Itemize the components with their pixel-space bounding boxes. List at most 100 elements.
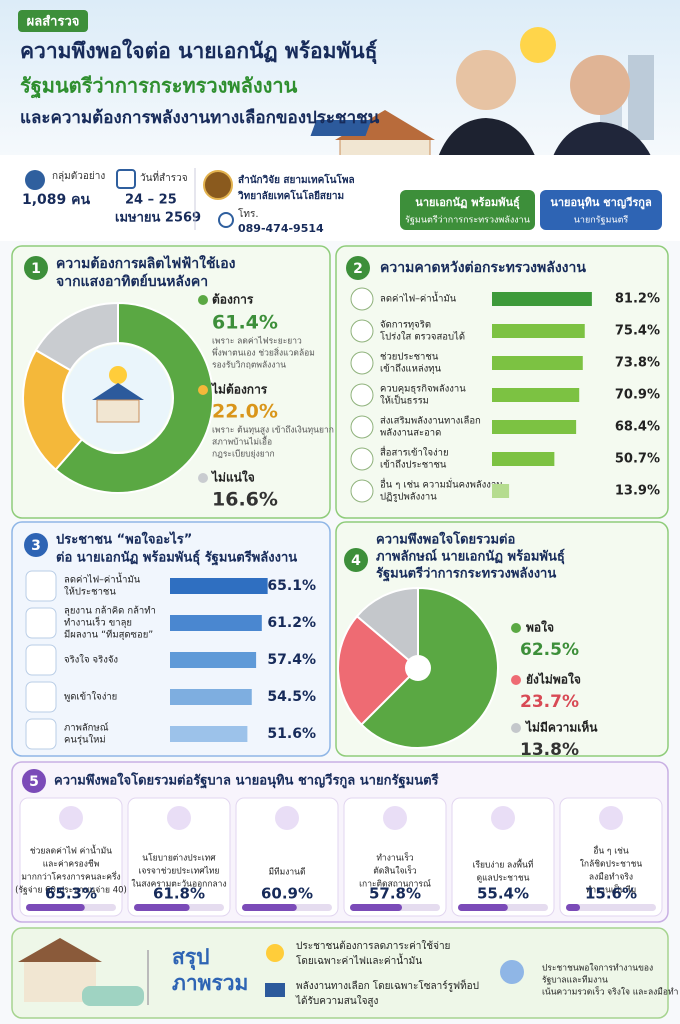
item-icon: [350, 383, 374, 407]
legend-label: ไม่มีความเห็น: [524, 720, 598, 735]
item-label: เกาะติดสถานการณ์: [359, 879, 431, 890]
person-role: นายกรัฐมนตรี: [574, 215, 629, 226]
item-label: และค่าครองชีพ: [43, 859, 100, 870]
section-title: ความต้องการผลิตไฟฟ้าใช้เอง: [56, 254, 236, 272]
section-title: ภาพลักษณ์ นายเอกนัฏ พร้อมพันธุ์: [376, 549, 565, 565]
sun: [520, 27, 556, 63]
bar: [242, 904, 297, 911]
value-label: 75.4%: [615, 324, 660, 339]
item-icon: [25, 607, 57, 639]
bar: [492, 484, 510, 498]
value-label: 65.3%: [45, 885, 97, 903]
logo: [203, 170, 233, 200]
name-box: [400, 190, 535, 230]
item-icon: [350, 415, 374, 439]
pie-slice: [34, 301, 119, 372]
legend-dot: [511, 675, 521, 685]
value-label: 54.5%: [267, 689, 316, 705]
item-icon: [350, 447, 374, 471]
note: กฎระเบียบยุ่งยาก: [212, 449, 275, 460]
item-label: ให้ประชาชน: [64, 586, 116, 598]
badge-text: ผลสำรวจ: [27, 14, 80, 30]
phone-icon: [218, 212, 234, 228]
section-title: ความพึงพอใจโดยรวมต่อรัฐบาล นายอนุทิน ชาญ…: [54, 772, 439, 790]
card: [335, 245, 669, 519]
roof: [18, 938, 102, 962]
item-label: พลังงานสะอาด: [380, 428, 441, 439]
summary-title: ภาพรวม: [172, 971, 248, 995]
item-label: ตัดสินใจเร็ว: [373, 865, 417, 877]
phone-label: โทร.: [238, 207, 259, 220]
value-label: 73.8%: [615, 356, 660, 371]
item-label: เรียบง่าย ลงพื้นที่: [473, 859, 534, 871]
info-value: 24 – 25: [125, 193, 177, 208]
item-label: จริงใจ จริงจัง: [64, 654, 118, 666]
value-label: 60.9%: [261, 885, 313, 903]
legend-label: พอใจ: [526, 620, 554, 635]
pie-slice: [337, 614, 420, 726]
section-number: 3: [31, 538, 41, 554]
item-label: ให้เป็นธรรม: [380, 394, 429, 407]
item-label: มากกว่าโครงการคนละครึ่ง: [21, 871, 120, 883]
value-label: 68.4%: [615, 420, 660, 435]
section-title: รัฐมนตรีว่าการกระทรวงพลังงาน: [376, 566, 556, 583]
bar: [492, 420, 577, 434]
legend-dot: [198, 295, 208, 305]
item-label: ทำงานเป็นทีม: [586, 884, 636, 896]
section-number-badge: [346, 256, 370, 280]
item-label: ช่วยประชาชน: [380, 352, 439, 363]
legend-dot: [198, 473, 208, 483]
value-label: 22.0%: [212, 401, 278, 423]
item-label: สื่อสารเข้าใจง่าย: [380, 446, 449, 459]
item-label: ช่วยลดค่าไฟ ค่าน้ำมัน: [30, 845, 112, 857]
bar: [170, 652, 257, 668]
value-label: 57.4%: [267, 652, 316, 668]
person-photo: [570, 55, 630, 115]
section-number: 1: [31, 261, 41, 277]
house: [96, 399, 140, 423]
bar-track: [566, 904, 656, 911]
pie-slice: [54, 301, 214, 494]
title: ความพึงพอใจต่อ นายเอกนัฏ พร้อมพันธุ์: [20, 38, 377, 65]
item-icon: [491, 806, 515, 830]
column-card: [451, 797, 555, 917]
person-name: นายอนุทิน ชาญวีรกูล: [550, 196, 652, 210]
org-name: วิทยาลัยเทคโนโลยีสยาม: [238, 189, 344, 202]
item-label: ส่งเสริมพลังงานทางเลือก: [380, 416, 481, 427]
item-icon: [59, 806, 83, 830]
item-label: มีผลงาน “ทีมสุดซอย”: [64, 629, 153, 641]
note: รองรับวิกฤตพลังงาน: [212, 361, 286, 371]
badge: [18, 10, 88, 32]
value-label: 65.1%: [267, 578, 316, 594]
column-card: [343, 797, 447, 917]
bar: [492, 324, 585, 338]
value-label: 61.8%: [153, 885, 205, 903]
name-box: [540, 190, 662, 230]
item-icon: [350, 287, 374, 311]
icon: [500, 960, 524, 984]
building: [628, 55, 654, 140]
column-card: [127, 797, 231, 917]
bar: [350, 904, 403, 911]
item-label: คนรุ่นใหม่: [64, 734, 106, 746]
info-label: วันที่สำรวจ: [140, 170, 188, 184]
person-photo: [456, 50, 516, 110]
value-label: 61.4%: [212, 312, 278, 334]
item-icon: [25, 681, 57, 713]
column-card: [19, 797, 123, 917]
section-number: 4: [351, 553, 361, 569]
value-label: 23.7%: [520, 692, 579, 712]
value-label: 15.6%: [585, 885, 637, 903]
item-icon: [167, 806, 191, 830]
summary-point: เน้นความรวดเร็ว จริงใจ และลงมือทำ: [542, 986, 678, 998]
bar: [492, 452, 555, 466]
summary-point: ได้รับความสนใจสูง: [295, 995, 379, 1007]
icon: [266, 944, 284, 962]
pie-slice: [355, 586, 419, 671]
value-label: 61.2%: [267, 615, 316, 631]
section-title: ความพึงพอใจโดยรวมต่อ: [376, 531, 515, 548]
summary-point: รัฐบาลและทีมงาน: [542, 975, 608, 986]
section-title: จากแสงอาทิตย์บนหลังคา: [56, 273, 208, 290]
